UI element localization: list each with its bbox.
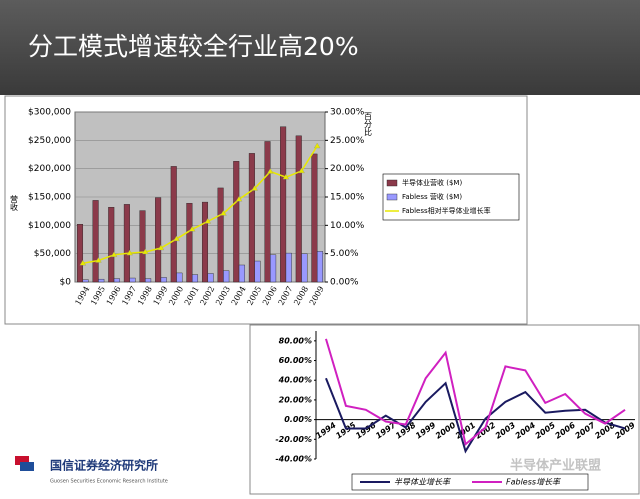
org-name-en: Guosen Securities Economic Research Inst…	[50, 479, 168, 485]
y-tick-label: 80.00%	[279, 336, 312, 345]
bar	[123, 204, 130, 283]
line-marker	[79, 260, 87, 266]
line-marker	[267, 168, 274, 174]
bar	[280, 126, 287, 283]
legend-label: Fabless 营收 ($M)	[402, 192, 462, 201]
bar	[113, 278, 120, 283]
legend-swatch	[386, 179, 398, 187]
y-tick-label: $200,000	[28, 164, 71, 174]
watermark: 半导体产业联盟	[510, 458, 601, 474]
y2-axis-label: 百分比	[364, 112, 373, 137]
bar	[238, 264, 245, 283]
legend-box	[351, 473, 589, 491]
line-marker	[95, 257, 102, 263]
y-tick-label: 40.00%	[278, 376, 312, 385]
bar	[170, 166, 177, 283]
bar	[285, 252, 292, 283]
y-axis-label: 营收	[10, 194, 19, 212]
y-tick-label: -20.00%	[275, 435, 312, 444]
line-marker	[313, 142, 321, 149]
bar	[145, 278, 152, 283]
line-marker	[173, 235, 180, 242]
bar	[176, 272, 183, 283]
bar	[223, 270, 230, 283]
legend-label: Fabless相对半导体业增长率	[402, 206, 491, 215]
line-marker	[282, 173, 290, 180]
y2-tick-label: 20.00%	[330, 164, 365, 174]
header-band	[0, 0, 640, 95]
y2-tick-label: 25.00%	[330, 136, 365, 146]
y-tick-label: 20.00%	[279, 395, 312, 404]
line-marker	[142, 248, 149, 255]
bar	[264, 141, 271, 283]
bar	[76, 223, 84, 283]
slide-title: 分工模式增速较全行业高20%	[28, 32, 359, 61]
bar	[254, 260, 261, 283]
y-tick-label: $250,000	[28, 136, 71, 146]
y-tick-label: $100,000	[28, 221, 71, 231]
bar	[217, 187, 224, 283]
bar	[191, 274, 199, 283]
line-marker	[110, 251, 118, 257]
legend-swatch	[386, 193, 398, 201]
bar	[201, 201, 209, 283]
logo-icon	[15, 456, 29, 465]
y-tick-label: 0.00%	[284, 415, 312, 424]
bar	[301, 253, 308, 283]
y-tick-label: $0	[60, 278, 72, 288]
bar	[139, 210, 146, 283]
y2-tick-label: 0.00%	[330, 278, 359, 288]
line-marker	[204, 218, 212, 224]
line-marker	[188, 226, 196, 232]
bar	[233, 161, 240, 283]
line-marker	[157, 244, 165, 251]
bar	[248, 153, 255, 283]
bar	[270, 254, 277, 283]
bar	[316, 251, 324, 283]
bar	[155, 197, 162, 283]
y-tick-label: -40.00%	[275, 455, 312, 464]
bar	[295, 135, 302, 283]
bar	[108, 206, 115, 283]
y-tick-label: $300,000	[28, 108, 71, 118]
line-marker	[251, 185, 258, 191]
bar	[160, 277, 167, 283]
line-marker	[235, 195, 243, 202]
legend-box	[382, 173, 520, 221]
legend-label: 半导体业增长率	[394, 478, 452, 487]
y-tick-label: $150,000	[28, 193, 71, 203]
line	[82, 145, 318, 265]
bar	[311, 153, 318, 283]
legend-label: Fabless增长率	[506, 478, 562, 487]
logo-icon	[20, 462, 34, 471]
line	[325, 338, 626, 447]
line-marker	[298, 167, 305, 174]
bar	[207, 273, 214, 283]
y2-tick-label: 5.00%	[330, 249, 359, 259]
bar	[92, 200, 99, 283]
y-tick-label: $50,000	[34, 249, 71, 259]
bar	[129, 277, 136, 283]
legend-label: 半导体业营收 ($M)	[402, 178, 462, 187]
y-tick-label: 60.00%	[279, 356, 312, 365]
org-name: 国信证券经济研究所	[50, 458, 158, 473]
line-marker	[220, 210, 227, 216]
y2-tick-label: 10.00%	[330, 221, 365, 231]
y2-tick-label: 15.00%	[330, 193, 365, 203]
bar	[82, 279, 89, 283]
bar	[98, 278, 105, 283]
line-marker	[126, 249, 133, 256]
y2-tick-label: 30.00%	[330, 108, 365, 118]
bar	[186, 203, 193, 283]
